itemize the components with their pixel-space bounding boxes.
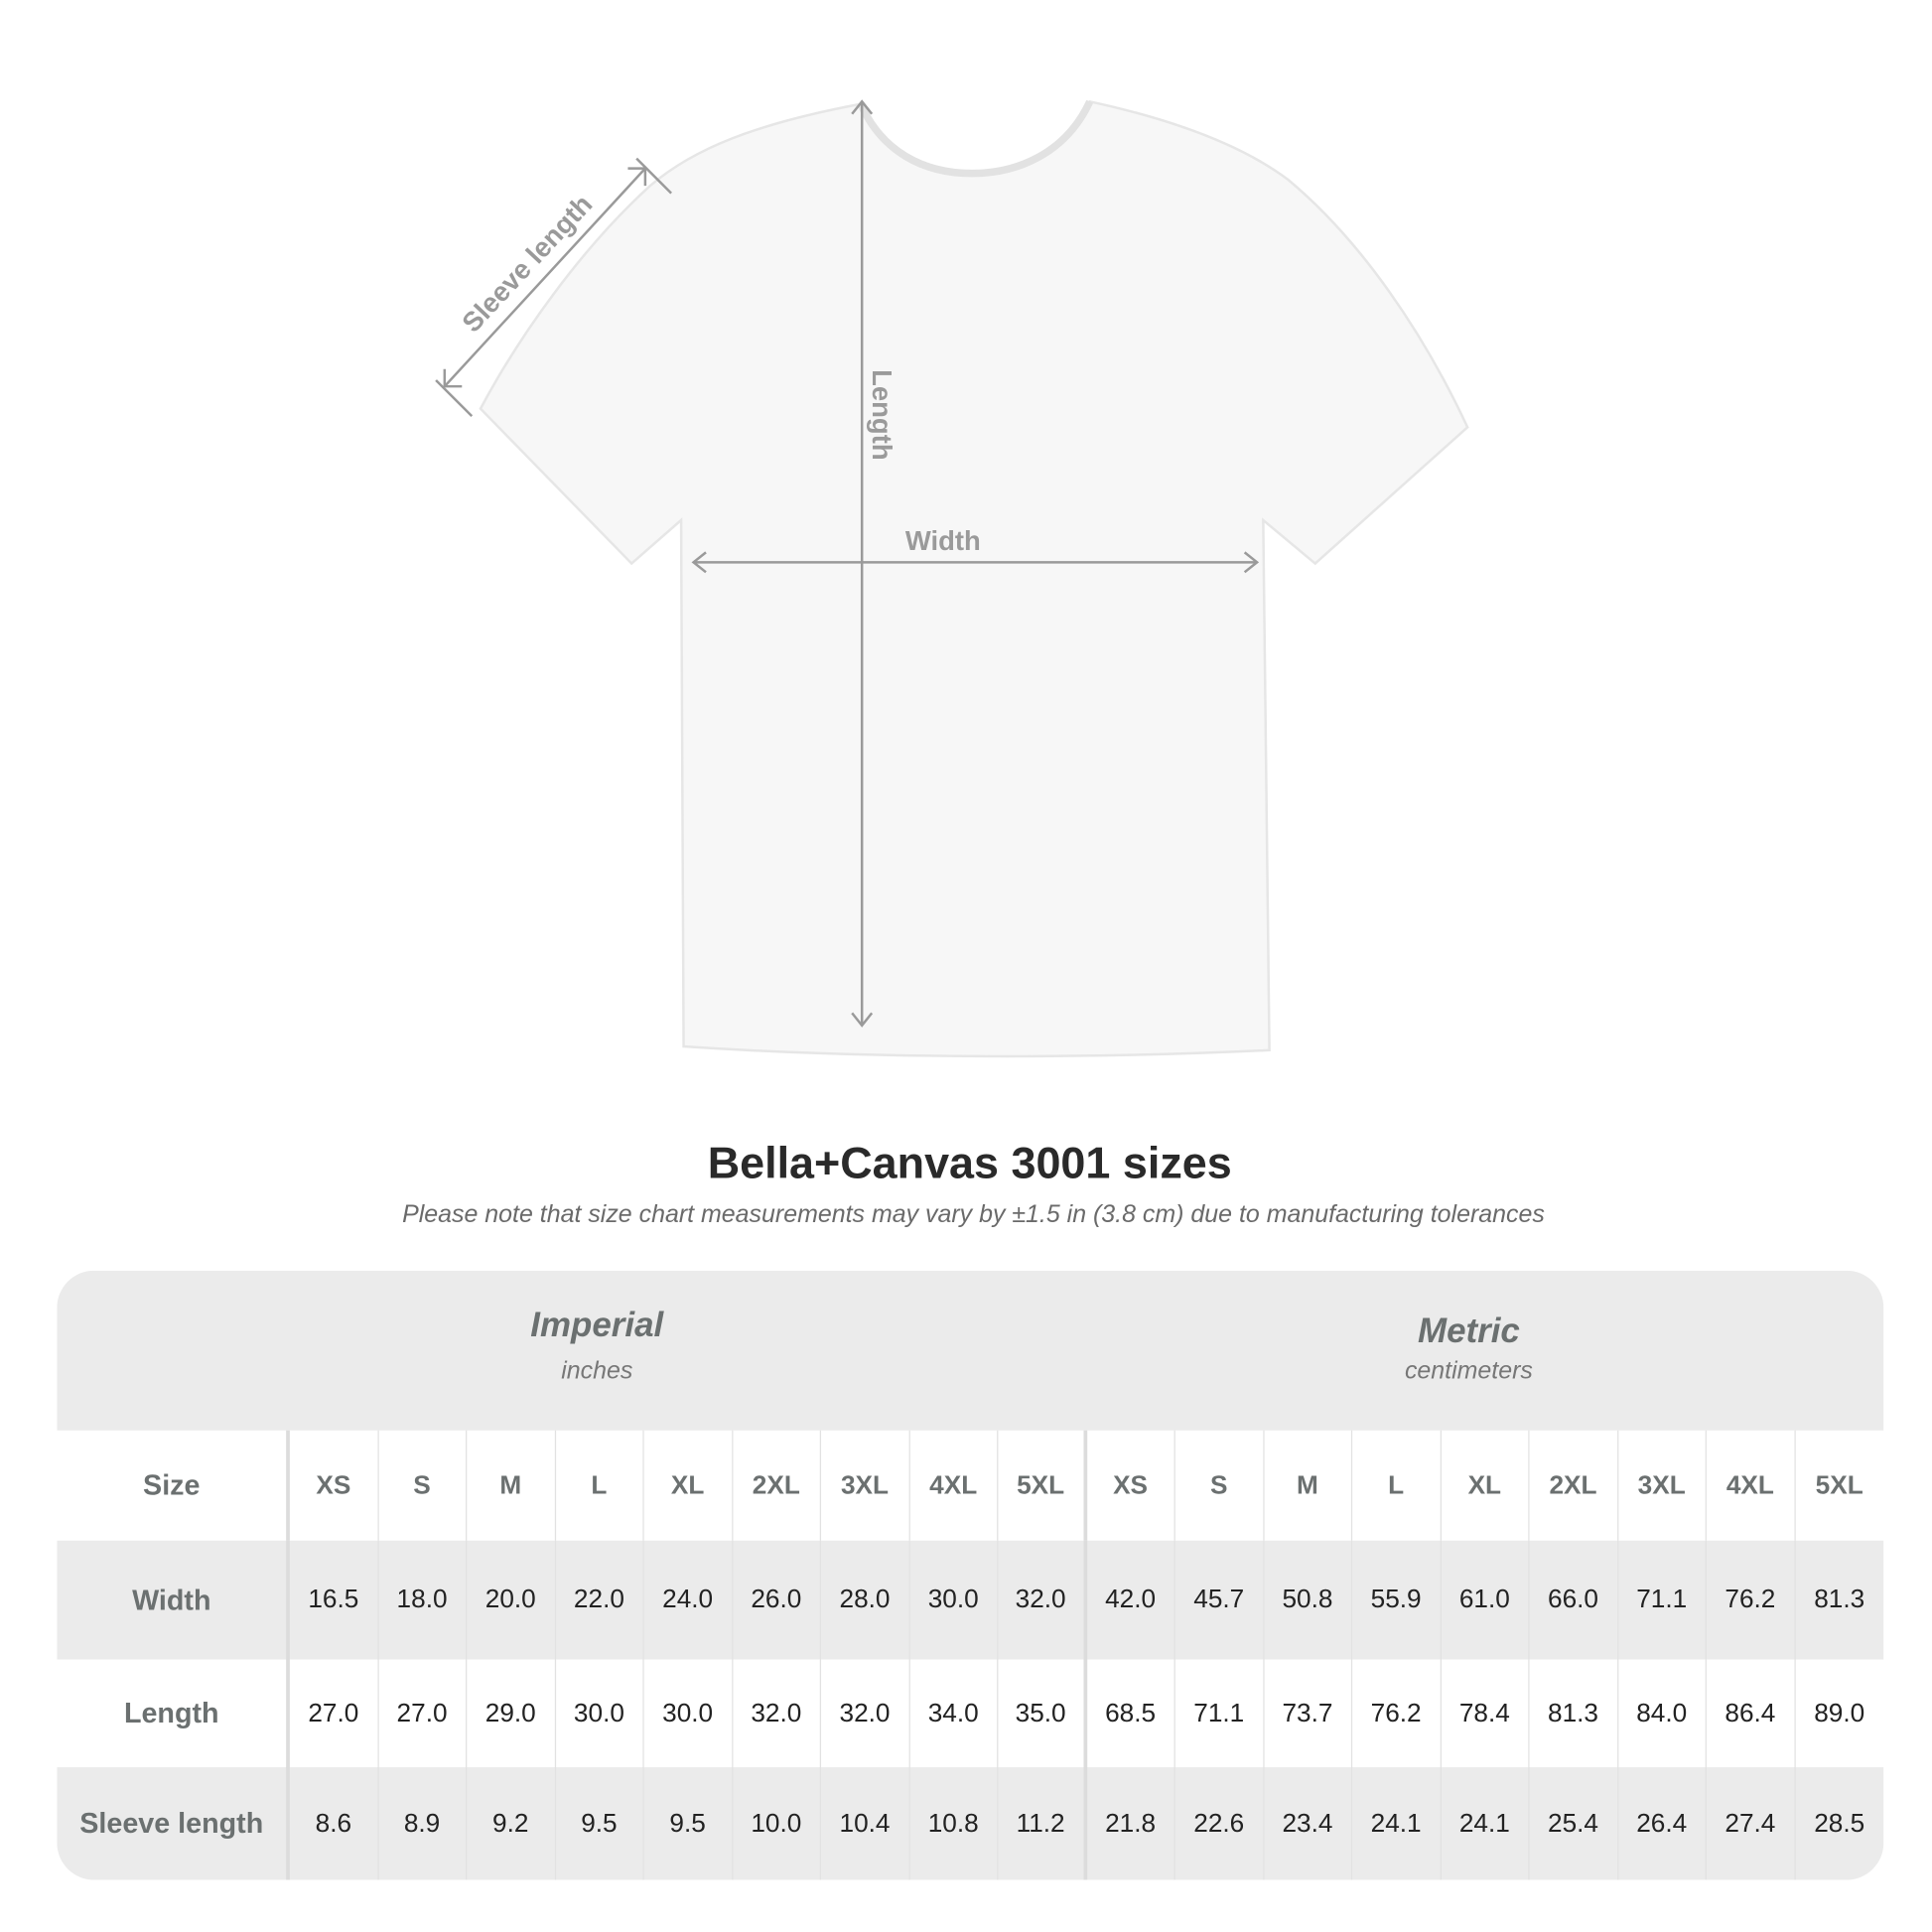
table-cell: 24.1 — [1352, 1767, 1442, 1880]
size-header: M — [1264, 1430, 1353, 1541]
table-cell: 78.4 — [1441, 1659, 1530, 1768]
size-header: 3XL — [821, 1430, 910, 1541]
table-cell: 21.8 — [1087, 1767, 1175, 1880]
table-cell: 28.0 — [821, 1540, 910, 1660]
tolerance-note: Please note that size chart measurements… — [402, 1200, 1545, 1229]
table-cell: 27.0 — [378, 1659, 468, 1768]
size-header: XS — [1087, 1430, 1175, 1541]
header-band — [57, 1270, 1884, 1431]
size-header: S — [378, 1430, 468, 1541]
length-label: Length — [866, 369, 897, 461]
table-cell: 22.0 — [555, 1540, 644, 1660]
size-header: 4XL — [1707, 1430, 1796, 1541]
table-cell: 89.0 — [1814, 1698, 1865, 1727]
size-header: XL — [1441, 1430, 1530, 1541]
row-label: Length — [57, 1659, 290, 1768]
table-cell: 86.4 — [1707, 1659, 1796, 1768]
table-cell: 81.3 — [1814, 1585, 1865, 1614]
row-label: Sleeve length — [57, 1767, 290, 1880]
size-row: Size XS S M L XL 2XL 3XL 4XL 5XL XS S M L XL 2XL 3XL 4XL… — [57, 1430, 1883, 1541]
size-header: M — [467, 1430, 556, 1541]
table-cell: 50.8 — [1264, 1540, 1353, 1660]
size-header: 3XL — [1618, 1430, 1707, 1541]
table-cell: 71.1 — [1618, 1540, 1707, 1660]
table-cell: 18.0 — [378, 1540, 468, 1660]
row-label: Width — [57, 1540, 290, 1660]
table-cell: 16.5 — [290, 1540, 379, 1660]
stripe — [57, 1540, 1884, 1660]
size-header: XL — [644, 1430, 733, 1541]
tshirt-diagram — [435, 99, 1469, 1058]
sleeve-arrow — [443, 167, 646, 388]
row-label: Size — [57, 1430, 290, 1541]
table-cell: 9.2 — [467, 1767, 556, 1880]
size-table: Imperial inches Metric centimeters Size … — [57, 1270, 1884, 1880]
table-cell: 26.4 — [1618, 1767, 1707, 1880]
table-cell: 30.0 — [909, 1540, 999, 1660]
width-label: Width — [904, 524, 981, 557]
group-name: Metric — [1417, 1311, 1520, 1350]
table-cell: 28.5 — [1814, 1808, 1865, 1838]
size-header: S — [1175, 1430, 1264, 1541]
table-cell: 9.5 — [644, 1767, 733, 1880]
table-cell: 32.0 — [733, 1659, 822, 1768]
table-cell: 45.7 — [1175, 1540, 1264, 1660]
table-cell: 8.9 — [378, 1767, 468, 1880]
table-cell: 34.0 — [909, 1659, 999, 1768]
table-cell: 76.2 — [1707, 1540, 1796, 1660]
size-header: L — [1352, 1430, 1442, 1541]
table-cell: 9.5 — [555, 1767, 644, 1880]
stripe — [57, 1767, 1884, 1880]
table-cell: 11.2 — [998, 1767, 1087, 1880]
table-cell: 24.0 — [644, 1540, 733, 1660]
table-cell: 84.0 — [1618, 1659, 1707, 1768]
table-cell: 42.0 — [1087, 1540, 1175, 1660]
table-cell: 27.0 — [290, 1659, 379, 1768]
table-row: Length 27.0 27.0 29.0 30.0 30.0 32.0 32.0 34.0 35… — [57, 1659, 1883, 1768]
size-header: L — [555, 1430, 644, 1541]
size-header: XS — [290, 1430, 379, 1541]
table-row: Sleeve length 8.6 8.9 9.2 9.5 9.5 10.0 10.4 10.8… — [57, 1767, 1883, 1880]
table-cell: 71.1 — [1175, 1659, 1264, 1768]
group-imperial: Imperial inches — [474, 1306, 721, 1386]
collar — [857, 99, 1094, 178]
table-cell: 10.0 — [733, 1767, 822, 1880]
table-cell: 55.9 — [1352, 1540, 1442, 1660]
table-cell: 20.0 — [467, 1540, 556, 1660]
table-cell: 32.0 — [821, 1659, 910, 1768]
table-cell: 61.0 — [1441, 1540, 1530, 1660]
size-header: 5XL — [998, 1430, 1087, 1541]
table-cell: 68.5 — [1087, 1659, 1175, 1768]
table-cell: 66.0 — [1530, 1540, 1618, 1660]
table-cell: 76.2 — [1352, 1659, 1442, 1768]
group-name: Imperial — [530, 1305, 664, 1344]
group-unit: inches — [561, 1357, 633, 1385]
size-header: 2XL — [1530, 1430, 1618, 1541]
table-cell: 22.6 — [1175, 1767, 1264, 1880]
table-cell: 81.3 — [1530, 1659, 1618, 1768]
table-cell: 30.0 — [555, 1659, 644, 1768]
table-cell: 25.4 — [1530, 1767, 1618, 1880]
table-cell: 24.1 — [1441, 1767, 1530, 1880]
table-row: Width 16.5 18.0 20.0 22.0 24.0 26.0 28.0 30.0 32.… — [57, 1540, 1883, 1660]
table-cell: 30.0 — [644, 1659, 733, 1768]
size-header: 2XL — [733, 1430, 822, 1541]
table-cell: 35.0 — [998, 1659, 1087, 1768]
group-unit: centimeters — [1404, 1357, 1533, 1385]
table-cell: 10.4 — [821, 1767, 910, 1880]
table-cell: 73.7 — [1264, 1659, 1353, 1768]
table-cell: 29.0 — [467, 1659, 556, 1768]
table-cell: 26.0 — [733, 1540, 822, 1660]
table-cell: 27.4 — [1707, 1767, 1796, 1880]
group-metric: Metric centimeters — [1345, 1311, 1592, 1386]
table-cell: 10.8 — [909, 1767, 999, 1880]
table-cell: 8.6 — [290, 1767, 379, 1880]
page-title: Bella+Canvas 3001 sizes — [707, 1137, 1232, 1188]
table-cell: 32.0 — [998, 1540, 1087, 1660]
size-header: 4XL — [909, 1430, 999, 1541]
tshirt-shape — [479, 99, 1469, 1058]
table-cell: 23.4 — [1264, 1767, 1353, 1880]
size-header: 5XL — [1815, 1470, 1863, 1499]
